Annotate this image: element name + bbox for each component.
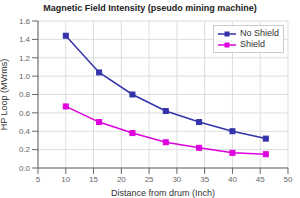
svg-text:0.0: 0.0 xyxy=(19,164,31,173)
svg-text:1.6: 1.6 xyxy=(19,17,31,26)
svg-text:1.2: 1.2 xyxy=(19,54,31,63)
svg-text:50: 50 xyxy=(284,175,292,184)
svg-text:10: 10 xyxy=(61,175,70,184)
svg-text:20: 20 xyxy=(117,175,126,184)
html-text:Shield: Shield xyxy=(240,39,265,49)
svg-text:35: 35 xyxy=(200,175,209,184)
html-text:No Shield: No Shield xyxy=(240,28,279,38)
svg-text:0.4: 0.4 xyxy=(19,127,31,136)
svg-text:0.2: 0.2 xyxy=(19,145,31,154)
svg-text:15: 15 xyxy=(89,175,98,184)
html-text:Magnetic Field Intensity (pseu: Magnetic Field Intensity (pseudo mining … xyxy=(43,3,257,13)
svg-text:1.0: 1.0 xyxy=(19,72,31,81)
svg-text:Distance from drum (Inch): Distance from drum (Inch) xyxy=(111,188,215,198)
svg-text:30: 30 xyxy=(172,175,181,184)
svg-text:40: 40 xyxy=(228,175,237,184)
svg-text:0.6: 0.6 xyxy=(19,109,31,118)
svg-text:45: 45 xyxy=(256,175,265,184)
svg-text:1.4: 1.4 xyxy=(19,35,31,44)
svg-text:HP Loop (MVrms): HP Loop (MVrms) xyxy=(8,59,9,131)
svg-text:25: 25 xyxy=(145,175,154,184)
svg-text:5: 5 xyxy=(36,175,41,184)
svg-text:0.8: 0.8 xyxy=(19,90,31,99)
